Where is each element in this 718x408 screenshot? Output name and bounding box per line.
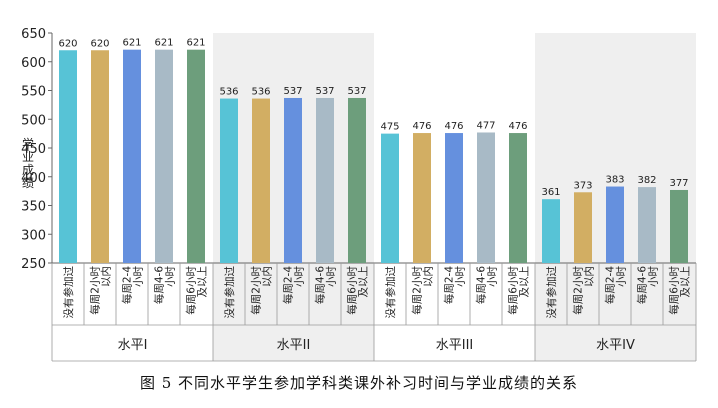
- data-label: 537: [347, 86, 366, 97]
- y-tick-label: 450: [21, 142, 46, 157]
- category-label: 没有参加过: [62, 266, 75, 319]
- category-label: 每周2-4小时: [443, 266, 467, 305]
- category-label: 每周2小时以内: [89, 266, 113, 315]
- bar: [187, 49, 205, 263]
- data-label: 536: [251, 87, 270, 98]
- bar: [638, 187, 656, 263]
- bar: [348, 97, 366, 263]
- y-tick-label: 300: [21, 228, 46, 243]
- chart: 250 300 350 400 450 500 550 600 650 学业成绩 620 没有参加过 6…: [21, 27, 697, 362]
- y-tick-label: 250: [21, 257, 46, 272]
- bar: [91, 50, 109, 263]
- category-label: 每周2小时以内: [250, 266, 274, 315]
- category-label: 每周6小时及以上: [346, 266, 370, 315]
- category-label: 没有参加过: [545, 266, 558, 319]
- figure-caption: 图 5 不同水平学生参加学科类课外补习时间与学业成绩的关系: [139, 374, 579, 392]
- y-tick-label: 350: [21, 200, 46, 215]
- group-label: 水平III: [436, 338, 474, 353]
- bar: [59, 50, 77, 263]
- category-label: 每周2-4小时: [121, 266, 145, 305]
- bar: [606, 186, 624, 263]
- data-label: 476: [508, 121, 527, 132]
- bar: [574, 192, 592, 263]
- y-tick-label: 550: [21, 85, 46, 100]
- y-tick-label: 500: [21, 113, 46, 128]
- y-tick-label: 600: [21, 56, 46, 71]
- category-label: 每周2小时以内: [411, 266, 435, 315]
- category-label: 没有参加过: [384, 266, 397, 319]
- category-label: 每周2-4小时: [282, 266, 306, 305]
- data-label: 361: [541, 187, 560, 198]
- data-label: 373: [573, 180, 592, 191]
- bar: [477, 132, 495, 263]
- category-label: 每周4-6小时: [153, 266, 177, 305]
- bar: [509, 133, 527, 263]
- y-tick-label: 650: [21, 27, 46, 42]
- data-label: 477: [476, 120, 495, 131]
- data-label: 383: [605, 175, 624, 186]
- bar: [316, 97, 334, 263]
- y-tick-label: 400: [21, 171, 46, 186]
- data-label: 536: [219, 87, 238, 98]
- data-label: 621: [186, 38, 205, 49]
- category-label: 没有参加过: [223, 266, 236, 319]
- bar: [542, 199, 560, 263]
- bar: [252, 98, 270, 263]
- bar: [123, 49, 141, 263]
- category-label: 每周6小时及以上: [507, 266, 531, 315]
- category-label: 每周6小时及以上: [185, 266, 209, 315]
- group-label: 水平II: [277, 338, 311, 353]
- bar: [220, 98, 238, 263]
- data-label: 620: [90, 38, 109, 49]
- data-label: 377: [669, 178, 688, 189]
- category-label: 每周4-6小时: [475, 266, 499, 305]
- data-label: 476: [412, 121, 431, 132]
- group-label: 水平I: [118, 338, 148, 353]
- data-label: 537: [283, 86, 302, 97]
- data-label: 621: [154, 38, 173, 49]
- bar: [155, 49, 173, 263]
- category-label: 每周2-4小时: [604, 266, 628, 305]
- data-label: 382: [637, 175, 656, 186]
- bar: [284, 97, 302, 263]
- bar: [381, 133, 399, 263]
- data-label: 475: [380, 122, 399, 133]
- category-label: 每周6小时及以上: [668, 266, 692, 315]
- bar: [670, 189, 688, 263]
- data-label: 620: [58, 38, 77, 49]
- data-label: 476: [444, 121, 463, 132]
- bar: [445, 133, 463, 263]
- y-axis-label: 学业成绩: [22, 136, 34, 190]
- category-label: 每周4-6小时: [314, 266, 338, 305]
- data-label: 537: [315, 86, 334, 97]
- group-label: 水平IV: [596, 338, 635, 353]
- category-label: 每周2小时以内: [572, 266, 596, 315]
- data-label: 621: [122, 38, 141, 49]
- bar: [413, 133, 431, 263]
- category-label: 每周4-6小时: [636, 266, 660, 305]
